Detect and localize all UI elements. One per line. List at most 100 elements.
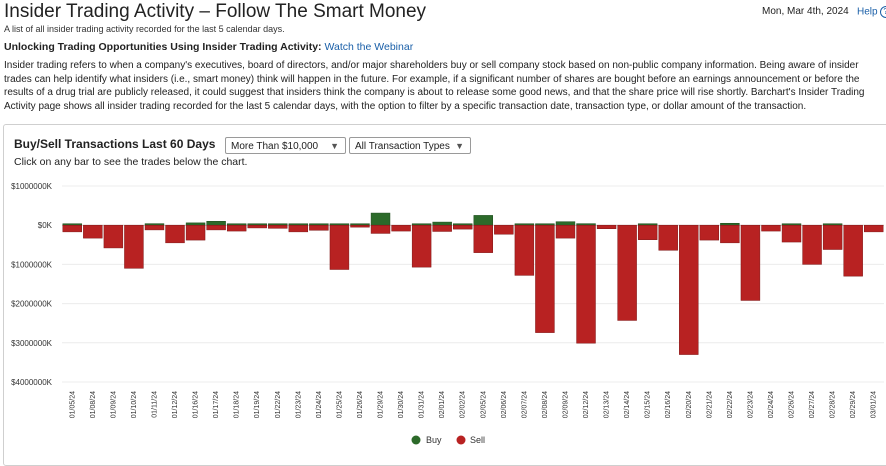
help-label[interactable]: Help xyxy=(857,6,878,18)
help-link[interactable]: Help? xyxy=(857,6,886,18)
sell-bar[interactable] xyxy=(802,224,822,265)
question-icon[interactable]: ? xyxy=(879,6,886,18)
x-tick-label: 02/29/24 xyxy=(850,391,857,418)
y-tick-label: $3000000K xyxy=(11,339,53,348)
x-tick-label: 01/23/24 xyxy=(295,391,302,418)
amount-filter-value[interactable]: More Than $10,000 xyxy=(231,141,319,152)
sell-bar[interactable] xyxy=(268,224,288,229)
sell-bar[interactable] xyxy=(864,224,884,233)
sell-bar[interactable] xyxy=(679,224,699,355)
sell-bar[interactable] xyxy=(165,224,185,244)
x-tick-label: 02/23/24 xyxy=(747,391,754,418)
buy-bar[interactable] xyxy=(185,222,206,226)
x-tick-label: 01/24/24 xyxy=(316,391,323,418)
legend-buy-label: Buy xyxy=(426,435,442,445)
buy-bar[interactable] xyxy=(555,221,576,226)
sell-bar[interactable] xyxy=(576,224,596,344)
x-tick-label: 01/17/24 xyxy=(213,391,220,418)
legend-buy-marker xyxy=(411,435,421,445)
sell-bar[interactable] xyxy=(144,224,165,231)
description-line: Activity page shows all insider trading … xyxy=(4,100,807,112)
x-tick-label: 01/05/24 xyxy=(69,391,76,418)
sell-bar[interactable] xyxy=(453,224,473,230)
sell-bar[interactable] xyxy=(185,224,206,241)
sell-bar[interactable] xyxy=(535,224,555,333)
x-tick-label: 02/06/24 xyxy=(501,391,508,418)
sell-bar[interactable] xyxy=(247,224,267,229)
buy-bar[interactable] xyxy=(206,221,226,226)
sell-bar[interactable] xyxy=(391,224,411,232)
sell-bar[interactable] xyxy=(699,224,720,241)
x-tick-label: 02/15/24 xyxy=(645,391,652,418)
x-tick-label: 01/22/24 xyxy=(275,391,282,418)
sell-bar[interactable] xyxy=(432,224,452,232)
x-tick-label: 03/01/24 xyxy=(871,391,878,418)
page-title: Insider Trading Activity – Follow The Sm… xyxy=(4,1,427,22)
sell-bar[interactable] xyxy=(617,224,637,321)
sell-bar[interactable] xyxy=(103,224,124,249)
x-tick-label: 01/16/24 xyxy=(193,391,200,418)
legend-sell-label: Sell xyxy=(470,435,485,445)
sell-bar[interactable] xyxy=(309,224,329,231)
x-tick-label: 01/31/24 xyxy=(419,391,426,418)
sell-bar[interactable] xyxy=(370,224,391,234)
current-date: Mon, Mar 4th, 2024 xyxy=(762,6,849,17)
sell-bar[interactable] xyxy=(494,224,514,235)
type-filter-select[interactable]: All Transaction Types ▼ xyxy=(349,137,471,154)
sell-bar[interactable] xyxy=(206,224,226,231)
type-filter-value[interactable]: All Transaction Types xyxy=(355,141,450,152)
chevron-down-icon[interactable]: ▼ xyxy=(455,141,464,151)
chevron-down-icon[interactable]: ▼ xyxy=(330,141,339,151)
sell-bar[interactable] xyxy=(637,224,658,240)
sell-bar[interactable] xyxy=(822,224,843,250)
sell-bar[interactable] xyxy=(83,224,103,239)
x-tick-label: 01/25/24 xyxy=(336,391,343,418)
sell-bar[interactable] xyxy=(761,224,781,232)
sell-bar[interactable] xyxy=(596,224,617,229)
buy-bar[interactable] xyxy=(720,222,740,226)
buy-bar[interactable] xyxy=(473,215,493,226)
sell-bar[interactable] xyxy=(329,224,350,270)
chart-panel xyxy=(3,124,886,466)
x-tick-label: 02/13/24 xyxy=(604,391,611,418)
x-tick-label: 02/28/24 xyxy=(830,391,837,418)
amount-filter-select[interactable]: More Than $10,000 ▼ xyxy=(225,137,346,154)
sell-bar[interactable] xyxy=(658,224,678,251)
y-tick-label: $1000000K xyxy=(11,182,53,191)
sell-bar[interactable] xyxy=(514,224,535,276)
bar-chart: $1000000K $0K $1000000K $2000000K $3000000K $… xyxy=(11,182,884,445)
promo-heading: Unlocking Trading Opportunities Using In… xyxy=(4,41,322,53)
x-tick-label: 02/21/24 xyxy=(706,391,713,418)
x-tick-label: 01/19/24 xyxy=(254,391,261,418)
buy-bar[interactable] xyxy=(370,212,391,226)
y-tick-label: $2000000K xyxy=(11,300,53,309)
y-tick-label: $0K xyxy=(38,221,53,230)
description-line: trades can help identify what insiders (… xyxy=(4,73,860,85)
buy-bar[interactable] xyxy=(432,221,452,226)
sell-bar[interactable] xyxy=(781,224,802,243)
webinar-link[interactable]: Watch the Webinar xyxy=(324,41,414,53)
sell-bar[interactable] xyxy=(226,224,247,232)
promo-line: Unlocking Trading Opportunities Using In… xyxy=(4,41,413,53)
y-tick-label: $1000000K xyxy=(11,260,53,269)
chart-title: Buy/Sell Transactions Last 60 Days xyxy=(14,137,216,151)
sell-bar[interactable] xyxy=(411,224,432,268)
sell-bar[interactable] xyxy=(350,224,370,228)
sell-bar[interactable] xyxy=(555,224,576,239)
sell-bar[interactable] xyxy=(62,224,82,233)
sell-bar[interactable] xyxy=(124,224,144,269)
x-tick-label: 01/30/24 xyxy=(398,391,405,418)
x-tick-label: 01/26/24 xyxy=(357,391,364,418)
x-tick-label: 02/14/24 xyxy=(624,391,631,418)
page-subtitle: A list of all insider trading activity r… xyxy=(4,24,285,34)
x-tick-label: 01/12/24 xyxy=(172,391,179,418)
sell-bar[interactable] xyxy=(740,224,761,301)
description-line: results of a drug trial are publicly rel… xyxy=(4,87,865,98)
x-tick-label: 02/26/24 xyxy=(789,391,796,418)
sell-bar[interactable] xyxy=(843,224,863,277)
x-tick-label: 01/18/24 xyxy=(234,391,241,418)
sell-bar[interactable] xyxy=(720,224,740,244)
x-tick-label: 01/29/24 xyxy=(378,391,385,418)
sell-bar[interactable] xyxy=(288,224,309,233)
sell-bar[interactable] xyxy=(473,224,493,253)
